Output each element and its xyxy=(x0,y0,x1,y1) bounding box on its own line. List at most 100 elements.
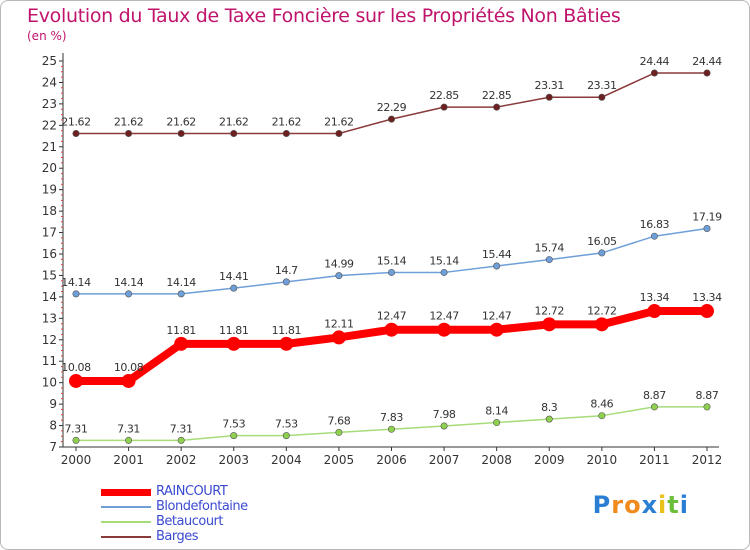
data-label-raincourt: 12.72 xyxy=(535,304,565,317)
legend-label: Blondefontaine xyxy=(156,499,248,514)
data-point-betaucourt xyxy=(177,436,185,444)
x-tick-label: 2006 xyxy=(376,453,407,467)
data-point-barges xyxy=(72,129,80,137)
legend-item-betaucourt: Betaucourt xyxy=(101,514,361,530)
data-point-betaucourt xyxy=(440,422,448,430)
data-label-blondefontaine: 15.14 xyxy=(429,254,459,267)
data-point-blondefontaine xyxy=(387,268,395,276)
data-label-betaucourt: 8.87 xyxy=(696,389,719,402)
legend-label: Betaucourt xyxy=(156,514,224,529)
logo-letter: P xyxy=(592,491,612,519)
data-point-blondefontaine xyxy=(703,224,711,232)
legend: RAINCOURT Blondefontaine Betaucourt Barg… xyxy=(101,484,361,545)
legend-swatch xyxy=(101,489,151,496)
data-point-raincourt xyxy=(437,322,452,337)
y-tick-label: 11 xyxy=(42,354,57,368)
data-label-betaucourt: 7.31 xyxy=(170,422,193,435)
y-tick-label: 21 xyxy=(42,140,57,154)
y-tick-label: 17 xyxy=(42,226,57,240)
chart-subtitle: (en %) xyxy=(27,29,67,43)
x-tick-label: 2003 xyxy=(218,453,249,467)
y-tick-label: 19 xyxy=(42,183,57,197)
legend-item-raincourt: RAINCOURT xyxy=(101,484,361,500)
y-tick-label: 12 xyxy=(42,333,57,347)
y-tick-label: 23 xyxy=(42,97,57,111)
data-point-blondefontaine xyxy=(493,262,501,270)
y-tick-label: 13 xyxy=(42,311,57,325)
data-label-raincourt: 12.47 xyxy=(377,310,407,323)
data-point-betaucourt xyxy=(125,436,133,444)
y-tick-label: 8 xyxy=(49,419,57,433)
data-label-blondefontaine: 14.14 xyxy=(61,276,91,289)
x-tick-label: 2000 xyxy=(61,453,92,467)
x-tick-label: 2010 xyxy=(587,453,618,467)
data-label-raincourt: 11.81 xyxy=(219,324,249,337)
x-tick-label: 2009 xyxy=(534,453,565,467)
legend-item-blondefontaine: Blondefontaine xyxy=(101,499,361,515)
data-point-blondefontaine xyxy=(177,290,185,298)
data-label-blondefontaine: 15.14 xyxy=(377,254,407,267)
data-label-barges: 21.62 xyxy=(114,115,144,128)
data-label-barges: 23.31 xyxy=(535,79,565,92)
legend-item-barges: Barges xyxy=(101,529,361,545)
data-label-barges: 24.44 xyxy=(640,55,670,68)
data-label-raincourt: 10.08 xyxy=(61,361,91,374)
data-point-blondefontaine xyxy=(282,278,290,286)
legend-label: Barges xyxy=(156,529,199,544)
data-label-betaucourt: 8.87 xyxy=(643,389,666,402)
data-point-blondefontaine xyxy=(125,290,133,298)
data-point-blondefontaine xyxy=(545,256,553,264)
data-label-raincourt: 13.34 xyxy=(640,291,670,304)
data-label-blondefontaine: 15.74 xyxy=(535,242,565,255)
data-point-barges xyxy=(598,93,606,101)
data-label-blondefontaine: 17.19 xyxy=(692,210,722,223)
data-point-raincourt xyxy=(279,336,294,351)
legend-swatch xyxy=(101,521,151,523)
logo-letter: r xyxy=(611,491,625,519)
data-point-barges xyxy=(125,129,133,137)
x-tick-label: 2001 xyxy=(113,453,144,467)
data-point-betaucourt xyxy=(387,425,395,433)
data-point-betaucourt xyxy=(703,403,711,411)
data-point-raincourt xyxy=(700,304,714,319)
data-point-barges xyxy=(440,103,448,111)
data-label-barges: 21.62 xyxy=(272,115,302,128)
y-tick-label: 9 xyxy=(49,397,57,411)
x-tick-label: 2004 xyxy=(271,453,302,467)
data-point-barges xyxy=(650,69,658,77)
data-label-betaucourt: 7.98 xyxy=(433,408,456,421)
y-tick-label: 24 xyxy=(42,75,57,89)
data-label-betaucourt: 7.83 xyxy=(380,411,403,424)
data-point-raincourt xyxy=(489,322,504,337)
legend-label: RAINCOURT xyxy=(156,484,228,499)
data-label-betaucourt: 7.31 xyxy=(65,422,88,435)
data-label-raincourt: 11.81 xyxy=(272,324,302,337)
data-label-betaucourt: 8.3 xyxy=(541,401,558,414)
data-point-betaucourt xyxy=(282,432,290,440)
data-label-blondefontaine: 14.7 xyxy=(275,264,298,277)
x-tick-label: 2011 xyxy=(639,453,670,467)
logo-letter: t xyxy=(667,491,680,519)
data-label-barges: 22.85 xyxy=(482,89,512,102)
data-label-betaucourt: 7.68 xyxy=(327,414,350,427)
data-label-raincourt: 12.47 xyxy=(429,310,459,323)
data-label-raincourt: 12.11 xyxy=(324,317,354,330)
data-label-betaucourt: 8.46 xyxy=(590,398,613,411)
data-point-blondefontaine xyxy=(650,232,658,240)
data-point-blondefontaine xyxy=(230,284,238,292)
data-label-blondefontaine: 14.14 xyxy=(166,276,196,289)
data-point-raincourt xyxy=(69,373,83,388)
data-label-raincourt: 11.81 xyxy=(166,324,196,337)
y-tick-label: 18 xyxy=(42,204,57,218)
data-point-raincourt xyxy=(542,317,557,332)
data-point-raincourt xyxy=(121,373,136,388)
data-point-betaucourt xyxy=(650,403,658,411)
data-point-barges xyxy=(703,69,711,77)
logo-letter: x xyxy=(641,491,659,519)
data-label-raincourt: 13.34 xyxy=(692,291,722,304)
data-label-raincourt: 12.72 xyxy=(587,304,617,317)
data-label-barges: 24.44 xyxy=(692,55,722,68)
y-tick-label: 25 xyxy=(42,54,57,68)
data-label-raincourt: 12.47 xyxy=(482,310,512,323)
